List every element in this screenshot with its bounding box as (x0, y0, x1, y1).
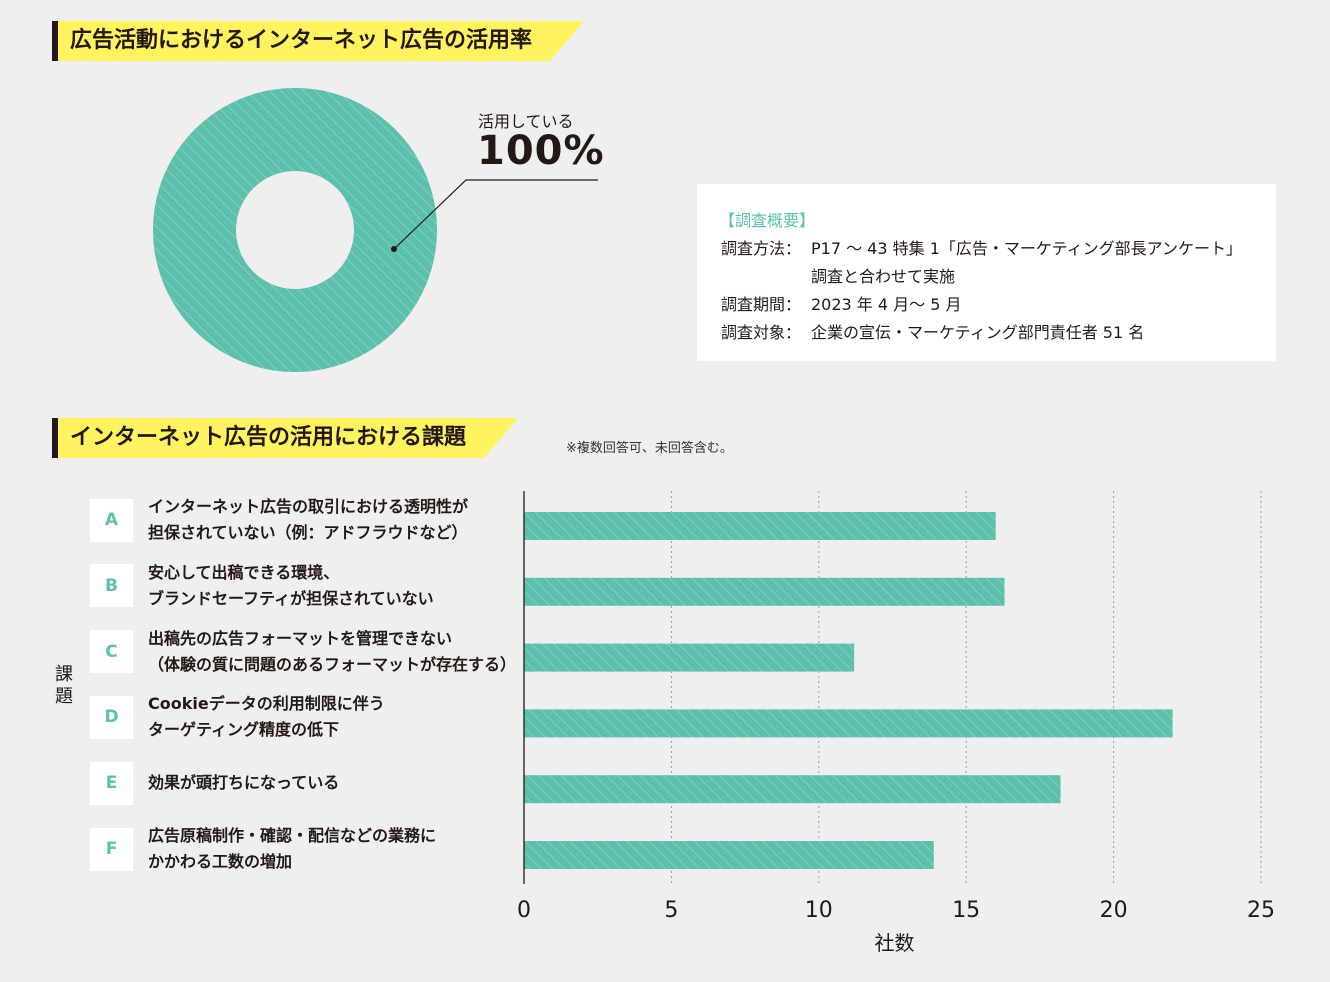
y-axis-title: 課題 (55, 664, 73, 707)
x-tick-label: 15 (952, 898, 980, 923)
section-title-text: 広告活動におけるインターネット広告の活用率 (58, 21, 584, 61)
survey-value: 企業の宣伝・マーケティング部門責任者 51 名 (811, 323, 1145, 342)
survey-row-period: 調査期間： 2023 年 4 月～ 5 月 (721, 291, 962, 315)
x-axis-title: 社数 (875, 931, 915, 955)
survey-key: 調査期間： (721, 295, 802, 314)
survey-key: 調査方法： (721, 239, 802, 258)
category-letter-c: C (90, 630, 133, 674)
category-label-line: 安心して出稿できる環境、 (148, 562, 340, 582)
bar-d (524, 709, 1173, 738)
survey-heading: 【調査概要】 (719, 211, 816, 230)
section-title-usage-rate: 広告活動におけるインターネット広告の活用率 (52, 21, 584, 61)
category-label-line: 広告原稿制作・確認・配信などの業務に (148, 826, 437, 845)
title-accent-bar (52, 418, 58, 458)
category-letter-d: D (90, 695, 133, 739)
donut-slice-label: 活用している (478, 112, 574, 131)
category-letter-b: B (90, 564, 133, 608)
category-label-line: 出稿先の広告フォーマットを管理できない (148, 628, 453, 648)
bar-b (524, 577, 1005, 606)
leader-line (393, 179, 598, 250)
x-tick-labels: 0 5 10 15 20 25 (517, 898, 1275, 923)
bar-e (524, 775, 1061, 804)
category-label-line: （体験の質に問題のあるフォーマットが存在する） (148, 654, 517, 674)
category-label-f: 広告原稿制作・確認・配信などの業務に かかわる工数の増加 (148, 823, 436, 875)
category-label-line: 効果が頭打ちになっている (148, 773, 340, 793)
x-tick-label: 10 (805, 898, 833, 923)
category-label-b: 安心して出稿できる環境、ブランドセーフティが担保されていない (148, 560, 434, 612)
category-label-line: ブランドセーフティが担保されていない (148, 588, 434, 608)
title-accent-bar (52, 21, 58, 61)
category-label-a: インターネット広告の取引における透明性が 担保されていない（例：アドフラウドなど） (148, 494, 468, 546)
survey-value: P17 ～ 43 特集 1「広告・マーケティング部長アンケート」 (811, 239, 1242, 258)
x-tick-label: 25 (1247, 898, 1275, 923)
category-label-e: 効果が頭打ちになっている (148, 770, 339, 796)
category-label-line: Cookieデータの利用制限に伴う (148, 694, 385, 714)
bar-a (524, 512, 996, 540)
survey-value: 2023 年 4 月～ 5 月 (811, 295, 962, 314)
category-label-line: ターゲティング精度の低下 (148, 720, 340, 740)
x-tick-label: 0 (517, 898, 531, 923)
category-letter-f: F (90, 827, 133, 871)
section-title-text: インターネット広告の活用における課題 (58, 418, 518, 458)
x-tick-label: 20 (1100, 898, 1128, 923)
survey-row-target: 調査対象： 企業の宣伝・マーケティング部門責任者 51 名 (721, 319, 1144, 343)
survey-row-method: 調査方法： P17 ～ 43 特集 1「広告・マーケティング部長アンケート」 (721, 235, 1242, 259)
donut-value-label: 100% (477, 128, 605, 174)
bars (524, 512, 1173, 869)
survey-key: 調査対象： (721, 323, 802, 342)
survey-value-continued: 調査と合わせて実施 (811, 267, 956, 286)
category-label-d: Cookieデータの利用制限に伴う ターゲティング精度の低下 (148, 691, 385, 743)
donut-slice-using (152, 87, 438, 373)
x-tick-label: 5 (664, 898, 678, 923)
leader-dot (391, 246, 397, 252)
section-title-issues: インターネット広告の活用における課題 (52, 418, 518, 458)
bar-f (524, 841, 934, 869)
category-label-c: 出稿先の広告フォーマットを管理できない （体験の質に問題のあるフォーマットが存在す… (148, 626, 516, 678)
category-letter-e: E (90, 761, 133, 805)
category-label-line: インターネット広告の取引における透明性が (148, 497, 469, 516)
donut-chart (152, 87, 438, 373)
survey-overview-box: 【調査概要】 調査方法： P17 ～ 43 特集 1「広告・マーケティング部長アン… (697, 184, 1276, 361)
category-label-line: 担保されていない（例：アドフラウドなど） (148, 523, 468, 542)
section-note: ※複数回答可、未回答含む。 (566, 441, 733, 456)
bar-c (524, 643, 855, 672)
category-label-line: かかわる工数の増加 (148, 852, 293, 871)
category-letter-a: A (90, 498, 133, 542)
grid-lines (670, 491, 1262, 884)
